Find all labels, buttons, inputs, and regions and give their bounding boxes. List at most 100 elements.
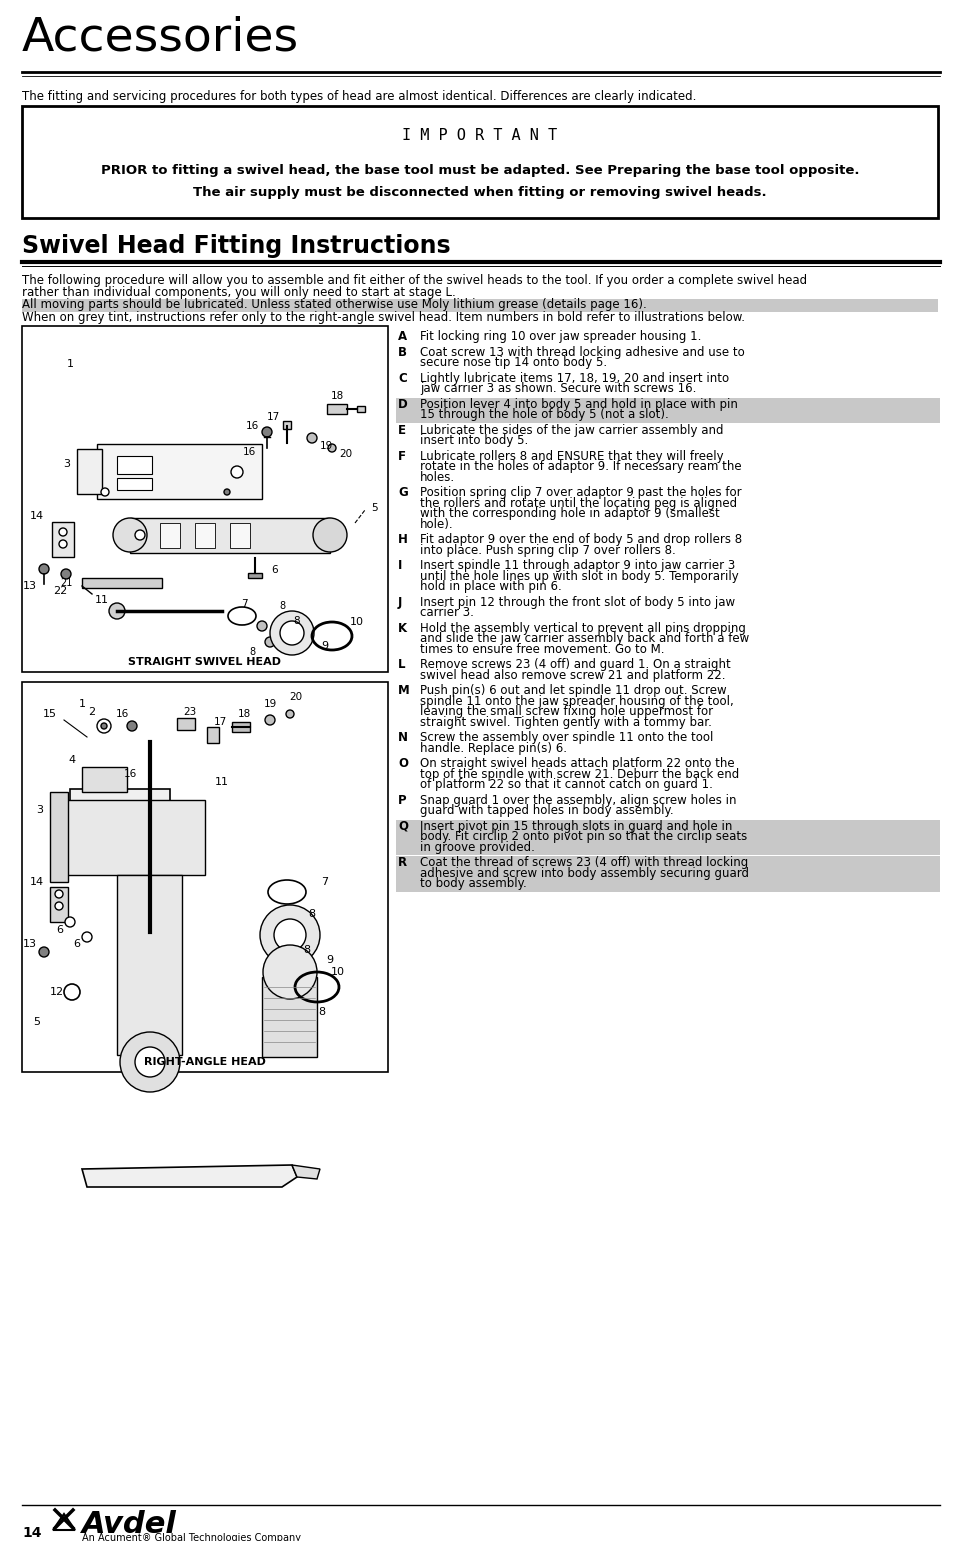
Text: D: D [398,398,408,410]
Text: Coat the thread of screws 23 (4 off) with thread locking: Coat the thread of screws 23 (4 off) wit… [420,855,748,869]
Text: 20: 20 [340,448,352,459]
Text: Insert spindle 11 through adaptor 9 into jaw carrier 3: Insert spindle 11 through adaptor 9 into… [420,559,735,572]
Bar [22,299,938,311]
Bar [52,522,74,556]
Text: carrier 3.: carrier 3. [420,606,474,619]
Text: 15 through the hole of body 5 (not a slot).: 15 through the hole of body 5 (not a slo… [420,408,669,421]
Text: body. Fit circlip 2 onto pivot pin so that the circlip seats: body. Fit circlip 2 onto pivot pin so th… [420,831,747,843]
Circle shape [307,433,317,442]
Text: until the hole lines up with slot in body 5. Temporarily: until the hole lines up with slot in bod… [420,570,739,582]
Circle shape [328,444,336,452]
Bar [230,522,250,549]
Circle shape [277,937,287,948]
Text: jaw carrier 3 as shown. Secure with screws 16.: jaw carrier 3 as shown. Secure with scre… [420,382,696,394]
Circle shape [135,530,145,539]
Text: 18: 18 [237,709,251,720]
Text: Snap guard 1 over the assembly, align screw holes in: Snap guard 1 over the assembly, align sc… [420,794,736,806]
Text: holes.: holes. [420,470,455,484]
Text: Screw the assembly over spindle 11 onto the tool: Screw the assembly over spindle 11 onto … [420,730,713,744]
Text: with the corresponding hole in adaptor 9 (smallest: with the corresponding hole in adaptor 9… [420,507,720,519]
Text: 4: 4 [68,755,76,764]
Text: I: I [398,559,402,572]
Circle shape [59,529,67,536]
Circle shape [280,621,304,646]
Circle shape [127,721,137,730]
Text: 8: 8 [294,616,300,626]
Text: Push pin(s) 6 out and let spindle 11 drop out. Screw: Push pin(s) 6 out and let spindle 11 dro… [420,684,727,697]
Text: insert into body 5.: insert into body 5. [420,435,528,447]
Text: 7: 7 [322,877,328,888]
Circle shape [265,715,275,724]
Text: J: J [398,595,402,609]
Text: 14: 14 [30,877,44,888]
Circle shape [263,945,317,999]
Circle shape [55,901,63,911]
Text: STRAIGHT SWIVEL HEAD: STRAIGHT SWIVEL HEAD [129,656,281,667]
Text: of platform 22 so that it cannot catch on guard 1.: of platform 22 so that it cannot catch o… [420,778,713,791]
Circle shape [64,985,80,1000]
Bar [177,718,195,730]
Text: G: G [398,485,408,499]
Bar [60,800,205,875]
Text: 20: 20 [289,692,302,703]
Text: spindle 11 onto the jaw spreader housing of the tool,: spindle 11 onto the jaw spreader housing… [420,695,733,707]
Polygon shape [292,1165,320,1179]
Polygon shape [82,1165,297,1187]
Text: On straight swivel heads attach platform 22 onto the: On straight swivel heads attach platform… [420,757,734,770]
Text: 8: 8 [279,601,285,610]
Text: 1: 1 [66,359,74,368]
Circle shape [117,777,127,787]
Text: Accessories: Accessories [22,15,300,60]
Bar [396,820,940,855]
Text: hole).: hole). [420,518,454,530]
Text: to body assembly.: to body assembly. [420,877,527,891]
Bar [232,723,250,732]
Text: M: M [398,684,410,697]
Text: 2: 2 [88,707,96,717]
Text: 8: 8 [308,909,316,918]
Circle shape [260,905,320,965]
Text: Lightly lubricate items 17, 18, 19, 20 and insert into: Lightly lubricate items 17, 18, 19, 20 a… [420,371,730,385]
Text: 6: 6 [57,925,63,935]
Bar [160,522,180,549]
Text: top of the spindle with screw 21. Deburr the back end: top of the spindle with screw 21. Deburr… [420,767,739,780]
Bar [248,573,262,578]
Text: H: H [398,533,408,546]
Text: 10: 10 [331,968,345,977]
Polygon shape [70,789,170,841]
Circle shape [61,569,71,579]
Bar [82,578,162,589]
Text: Fit locking ring 10 over jaw spreader housing 1.: Fit locking ring 10 over jaw spreader ho… [420,330,702,344]
Bar [50,792,68,881]
Bar [77,448,102,495]
Circle shape [39,564,49,573]
Text: adhesive and screw into body assembly securing guard: adhesive and screw into body assembly se… [420,866,749,880]
Circle shape [270,610,314,655]
Bar [22,327,388,672]
Text: 9: 9 [322,641,328,650]
Bar [283,421,291,428]
Text: L: L [398,658,405,670]
Text: in groove provided.: in groove provided. [420,840,535,854]
Bar [327,404,347,415]
Bar [22,683,388,1073]
Text: 15: 15 [43,709,57,720]
Text: C: C [398,371,407,385]
Text: 18: 18 [330,391,344,401]
Text: 8: 8 [319,1006,325,1017]
Text: PRIOR to fitting a swivel head, the base tool must be adapted. See Preparing the: PRIOR to fitting a swivel head, the base… [101,163,859,177]
Bar [357,405,365,411]
Text: 12: 12 [50,986,64,997]
Text: 16: 16 [242,447,255,458]
Text: straight swivel. Tighten gently with a tommy bar.: straight swivel. Tighten gently with a t… [420,715,712,729]
Text: Swivel Head Fitting Instructions: Swivel Head Fitting Instructions [22,234,450,257]
Text: and slide the jaw carrier assembly back and forth a few: and slide the jaw carrier assembly back … [420,632,749,646]
Circle shape [39,948,49,957]
Bar [396,855,940,892]
Circle shape [135,1046,165,1077]
Bar [195,522,215,549]
Circle shape [55,891,63,898]
Text: Hold the assembly vertical to prevent all pins dropping: Hold the assembly vertical to prevent al… [420,621,746,635]
Text: hold in place with pin 6.: hold in place with pin 6. [420,579,562,593]
Text: 16: 16 [115,709,129,720]
